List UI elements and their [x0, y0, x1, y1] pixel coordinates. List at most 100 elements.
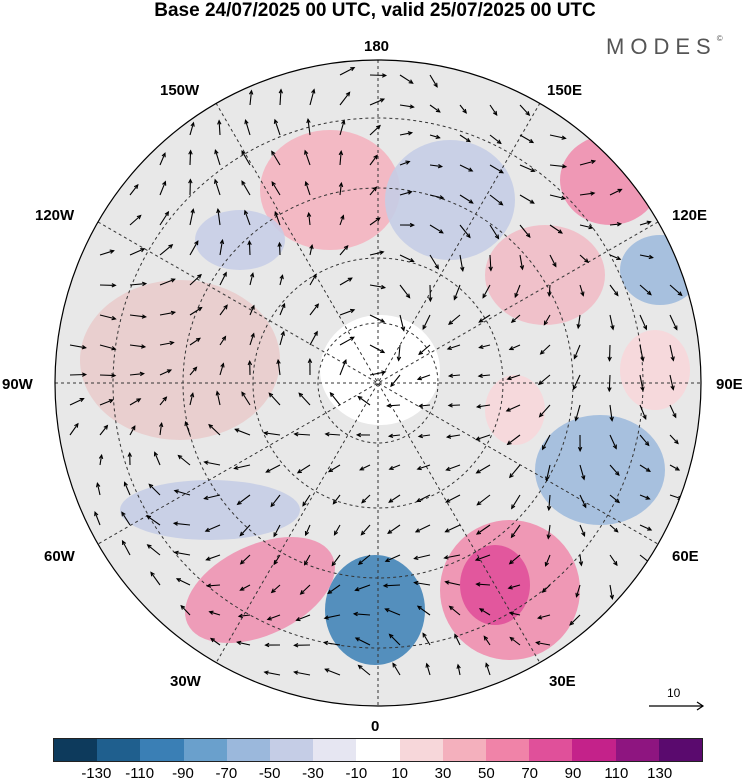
wind-arrow	[669, 314, 678, 330]
wind-arrow	[99, 374, 116, 377]
lon-label-150e: 150E	[547, 82, 583, 99]
wind-arrow	[609, 223, 621, 226]
wind-arrowhead	[295, 617, 301, 622]
wind-arrowhead	[162, 396, 168, 402]
wind-arrowhead	[380, 284, 387, 290]
wind-arrow	[509, 637, 521, 646]
lon-label-180: 180	[364, 38, 390, 55]
wind-arrowhead	[407, 190, 413, 195]
lon-label-30w: 30W	[170, 673, 201, 690]
wind-arrowhead	[322, 640, 329, 646]
wind-arrow	[189, 274, 202, 286]
wind-arrow	[249, 273, 254, 286]
reference-vector-label: 10	[667, 686, 681, 700]
wind-arrowhead	[408, 79, 414, 84]
wind-arrowhead	[241, 150, 246, 156]
wind-arrowhead	[546, 534, 551, 540]
wind-arrow	[579, 192, 595, 196]
wind-arrowhead	[545, 476, 550, 482]
wind-arrowhead	[614, 471, 620, 477]
wind-arrowhead	[324, 431, 330, 437]
wind-arrowhead	[482, 293, 487, 299]
wind-arrow	[324, 614, 341, 619]
colorbar-tick-label: -110	[125, 765, 155, 782]
wind-arrowhead	[347, 277, 353, 282]
wind-arrowhead	[508, 611, 515, 616]
wind-arrowhead	[582, 503, 587, 509]
wind-arrowhead	[617, 188, 623, 193]
wind-arrow	[417, 464, 431, 470]
lon-label-90e: 90E	[716, 376, 743, 393]
map-boundary	[54, 59, 702, 707]
lon-label-0: 0	[371, 718, 380, 735]
wind-arrowhead	[505, 407, 511, 412]
wind-arrow	[429, 254, 439, 269]
wind-arrow	[399, 104, 414, 108]
wind-arrow	[639, 374, 644, 391]
wind-arrowhead	[172, 521, 179, 526]
wind-arrow	[608, 374, 611, 392]
wind-arrow	[237, 641, 251, 646]
wind-arrowhead	[525, 232, 531, 238]
modes-logo: MODES©	[606, 34, 723, 60]
positive-anomaly-blob	[485, 375, 545, 445]
wind-arrow	[369, 155, 378, 166]
wind-arrowhead	[581, 531, 586, 537]
colorbar-tick-label: 10	[391, 765, 408, 782]
wind-arrowhead	[488, 266, 493, 272]
wind-arrowhead	[150, 571, 155, 577]
wind-arrow	[302, 494, 311, 507]
wind-arrowhead	[647, 526, 653, 531]
wind-arrowhead	[312, 273, 317, 279]
wind-arrow	[369, 251, 384, 256]
wind-arrow	[475, 554, 491, 561]
positive-anomaly-blob	[620, 330, 690, 410]
wind-arrowhead	[616, 255, 622, 261]
wind-arrowhead	[74, 422, 79, 428]
wind-arrowhead	[645, 467, 651, 472]
wind-arrow	[129, 344, 145, 348]
wind-arrowhead	[590, 159, 597, 165]
wind-arrow	[449, 605, 461, 616]
wind-arrow	[159, 369, 172, 376]
wind-arrowhead	[476, 500, 482, 506]
wind-arrow	[639, 464, 651, 472]
wind-arrow	[569, 614, 581, 626]
wind-arrowhead	[121, 511, 126, 517]
wind-arrowhead	[673, 325, 678, 331]
wind-arrow	[417, 374, 431, 380]
wind-arrow	[579, 494, 587, 508]
wind-arrow	[548, 284, 551, 296]
wind-arrow	[339, 120, 345, 136]
wind-arrowhead	[243, 209, 249, 215]
wind-arrow	[459, 104, 467, 114]
wind-arrow	[483, 636, 491, 646]
wind-arrow	[575, 404, 581, 421]
wind-arrowhead	[447, 403, 453, 408]
wind-arrowhead	[239, 559, 245, 565]
colorbar-segment	[183, 739, 227, 761]
colorbar-tick-label: 90	[564, 765, 582, 782]
wind-arrow	[308, 213, 311, 226]
wind-arrowhead	[327, 467, 334, 473]
wind-arrowhead	[646, 220, 652, 225]
wind-arrow	[159, 244, 173, 256]
positive-anomaly-blob	[80, 280, 280, 440]
wind-arrow	[369, 186, 377, 196]
wind-arrow	[479, 344, 491, 349]
wind-arrow	[429, 74, 438, 88]
colorbar-tick-label: 110	[604, 765, 629, 782]
wind-arrow	[174, 522, 191, 526]
wind-arrow	[669, 344, 674, 361]
wind-arrowhead	[223, 304, 228, 310]
wind-arrow	[189, 337, 201, 346]
wind-arrowhead	[111, 346, 117, 351]
wind-arrowhead	[569, 620, 575, 626]
lon-label-60e: 60E	[672, 548, 699, 565]
wind-arrowhead	[409, 258, 415, 263]
wind-arrow	[449, 374, 461, 377]
wind-arrow	[339, 336, 355, 346]
wind-arrow	[446, 464, 461, 471]
wind-arrow	[549, 254, 557, 267]
wind-arrow	[547, 524, 551, 539]
